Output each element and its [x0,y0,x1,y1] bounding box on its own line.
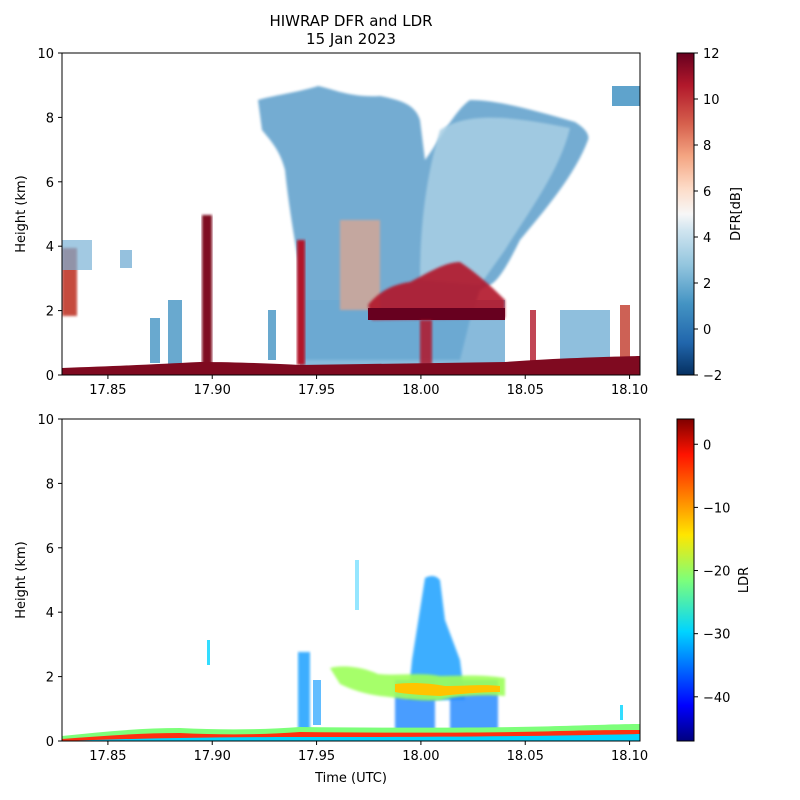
ldr-ylabel: Height (km) [14,541,29,618]
ldr-y-tick-label: 8 [46,477,54,492]
ldr-axes-frame [61,418,641,742]
dfr-echo-small-5 [560,310,610,365]
dfr-colorbar-label: DFR[dB] [729,187,744,241]
dfr-y-tick-label: 4 [46,240,54,255]
ldr-echo-dot-2 [355,560,359,610]
ldr-x-tick-label: 17.85 [89,749,126,764]
ldr-colorbar-label: LDR [737,567,752,593]
dfr-ylabel: Height (km) [14,175,29,252]
ldr-y-tick-label: 2 [46,671,54,686]
dfr-x-tick-label: 18.00 [402,383,439,398]
ldr-colorbar [676,418,695,742]
dfr-x-tick-label: 17.90 [194,383,231,398]
ldr-surface-band-cyan [62,734,640,741]
ldr-colorbar-tick-label: 0 [703,438,711,453]
dfr-melting-core [368,308,505,320]
ldr-x-tick-label: 18.10 [611,749,648,764]
dfr-axes-frame [61,52,641,376]
ldr-column-3 [298,652,310,732]
dfr-upper-cloud-light [420,117,570,285]
dfr-x-ticks: 17.85 17.90 17.95 18.00 18.05 18.10 [89,375,648,398]
ldr-colorbar-tick-label: −30 [703,628,730,643]
dfr-y-tick-label: 6 [46,176,54,191]
ldr-xlabel: Time (UTC) [314,771,387,786]
dfr-panel: 17.85 17.90 17.95 18.00 18.05 18.10 0 2 4 6 8 10 H… [14,47,744,398]
ldr-x-tick-label: 18.00 [402,749,439,764]
dfr-colorbar-tick-label: 8 [703,139,711,154]
ldr-echo-dot-3 [620,705,623,720]
ldr-bright-band-core [395,682,500,696]
dfr-x-tick-label: 18.05 [507,383,544,398]
ldr-x-tick-label: 18.05 [507,749,544,764]
dfr-x-tick-label: 17.85 [89,383,126,398]
ldr-y-tick-label: 10 [37,413,54,428]
figure-title-line2: 15 Jan 2023 [306,30,396,48]
dfr-echo-small-1 [150,318,160,363]
ldr-x-tick-label: 17.95 [298,749,335,764]
dfr-column-1805 [530,310,536,365]
ldr-panel: 17.85 17.90 17.95 18.00 18.05 18.10 0 2 4 6 8 10 H… [14,413,752,786]
dfr-colorbar-tick-label: 0 [703,323,711,338]
ldr-column-4 [313,680,321,725]
ldr-x-tick-label: 17.90 [194,749,231,764]
dfr-echo-topright [612,86,640,106]
dfr-y-tick-label: 10 [37,47,54,62]
dfr-y-tick-label: 8 [46,111,54,126]
dfr-colorbar-tick-label: 12 [703,47,720,62]
dfr-echo-small-4 [268,310,276,360]
dfr-colorbar-tick-label: 10 [703,93,720,108]
dfr-echo-small-3 [120,250,132,268]
ldr-colorbar-ticks: −40 −30 −20 −10 0 [694,438,730,706]
ldr-y-tick-label: 6 [46,542,54,557]
ldr-y-tick-label: 4 [46,606,54,621]
dfr-column-1806 [620,305,630,365]
ldr-tall-plume [408,575,465,700]
dfr-y-tick-label: 2 [46,305,54,320]
ldr-y-tick-label: 0 [46,735,54,750]
ldr-colorbar-tick-label: −20 [703,565,730,580]
figure-title-line1: HIWRAP DFR and LDR [269,12,432,30]
ldr-x-ticks: 17.85 17.90 17.95 18.00 18.05 18.10 [89,741,648,764]
dfr-colorbar [676,52,695,376]
dfr-colorbar-tick-label: 6 [703,185,711,200]
dfr-echo-small-2 [168,300,182,365]
dfr-melting-layer [368,262,505,320]
ldr-colorbar-tick-label: −10 [703,501,730,516]
dfr-column-left-top [62,240,92,270]
dfr-y-tick-label: 0 [46,369,54,384]
dfr-x-tick-label: 17.95 [298,383,335,398]
dfr-column-1790 [202,215,212,365]
dfr-colorbar-tick-label: −2 [703,369,722,384]
ldr-colorbar-tick-label: −40 [703,691,730,706]
dfr-column-1795 [297,240,305,365]
dfr-column-1800 [420,320,432,365]
ldr-heatmap [62,560,640,741]
dfr-warm-region [340,220,380,310]
dfr-colorbar-ticks: −2 0 2 4 6 8 10 12 [694,47,722,384]
dfr-heatmap [62,86,640,375]
dfr-surface-band [62,356,640,375]
dfr-colorbar-tick-label: 2 [703,277,711,292]
dfr-y-ticks: 0 2 4 6 8 10 [37,47,62,384]
dfr-colorbar-tick-label: 4 [703,231,711,246]
ldr-echo-dot-1 [207,640,210,665]
dfr-x-tick-label: 18.10 [611,383,648,398]
ldr-y-ticks: 0 2 4 6 8 10 [37,413,62,750]
